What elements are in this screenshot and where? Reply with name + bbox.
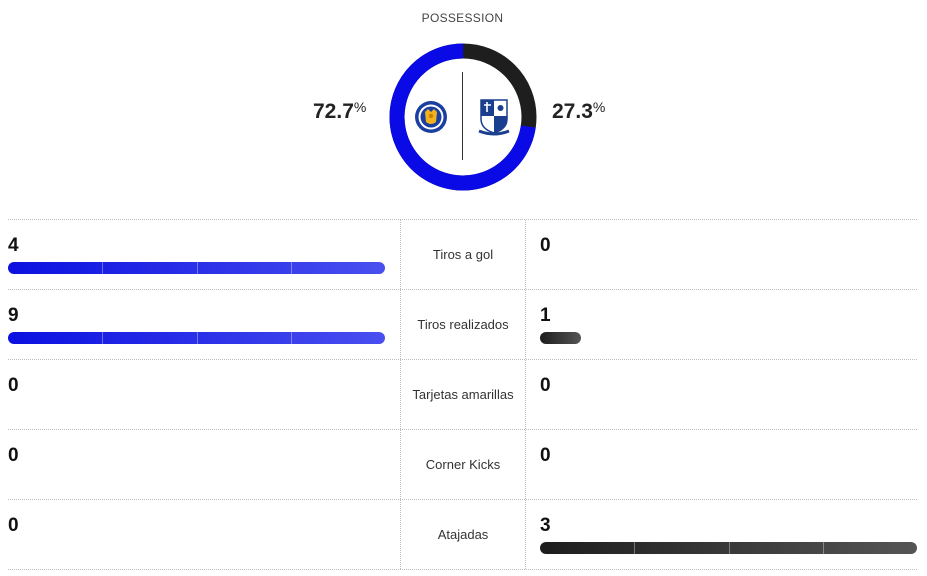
away-stat-bar [540, 332, 582, 344]
home-stat-bar [8, 332, 385, 344]
away-stat-cell: 0 [540, 430, 917, 499]
bar-segment-divider [290, 262, 292, 274]
leicester-city-crest-icon [415, 101, 447, 133]
stat-row-yellow-cards: 0 Tarjetas amarillas 0 [8, 359, 917, 429]
home-stat-cell: 4 [8, 220, 400, 289]
away-stat-cell: 0 [540, 220, 917, 289]
away-stat-value: 3 [540, 515, 551, 536]
bar-segment-divider [290, 332, 292, 344]
bar-segment-divider [196, 262, 198, 274]
home-stat-cell: 0 [8, 360, 400, 429]
possession-section: POSSESSION 72.7% 27.3% [0, 0, 927, 205]
match-stats-table: 4 Tiros a gol 0 9 Tiros realizados 1 0 T… [8, 219, 917, 570]
bar-segment-divider [102, 262, 104, 274]
away-stat-value: 0 [540, 235, 551, 256]
home-stat-value: 0 [8, 445, 19, 466]
bar-segment-divider [634, 542, 636, 554]
stat-row-shots-on-goal: 4 Tiros a gol 0 [8, 219, 917, 289]
home-stat-value: 4 [8, 235, 19, 256]
possession-donut-chart [389, 43, 537, 191]
home-stat-bar [8, 262, 385, 274]
home-stat-cell: 0 [8, 430, 400, 499]
away-stat-cell: 1 [540, 290, 917, 359]
home-stat-cell: 9 [8, 290, 400, 359]
tranmere-rovers-crest-icon [478, 99, 510, 136]
away-stat-value: 1 [540, 305, 551, 326]
stat-label: Atajadas [400, 500, 526, 569]
stat-label: Tarjetas amarillas [400, 360, 526, 429]
away-stat-cell: 3 [540, 500, 917, 569]
away-possession-value: 27.3% [552, 99, 606, 123]
home-stat-cell: 0 [8, 500, 400, 569]
stat-row-saves: 0 Atajadas 3 [8, 499, 917, 570]
possession-title: POSSESSION [421, 11, 504, 25]
stat-label: Corner Kicks [400, 430, 526, 499]
stat-row-total-shots: 9 Tiros realizados 1 [8, 289, 917, 359]
home-stat-value: 9 [8, 305, 19, 326]
bar-segment-divider [728, 542, 730, 554]
away-stat-value: 0 [540, 445, 551, 466]
stat-label: Tiros realizados [400, 290, 526, 359]
away-stat-value: 0 [540, 375, 551, 396]
home-possession-value: 72.7% [313, 99, 367, 123]
stat-label: Tiros a gol [400, 220, 526, 289]
home-stat-value: 0 [8, 515, 19, 536]
away-stat-bar [540, 542, 917, 554]
bar-segment-divider [822, 542, 824, 554]
crest-divider [462, 72, 463, 160]
donut-home-arc [389, 43, 537, 191]
home-stat-value: 0 [8, 375, 19, 396]
away-stat-cell: 0 [540, 360, 917, 429]
bar-segment-divider [102, 332, 104, 344]
bar-segment-divider [196, 332, 198, 344]
stat-row-corner-kicks: 0 Corner Kicks 0 [8, 429, 917, 499]
